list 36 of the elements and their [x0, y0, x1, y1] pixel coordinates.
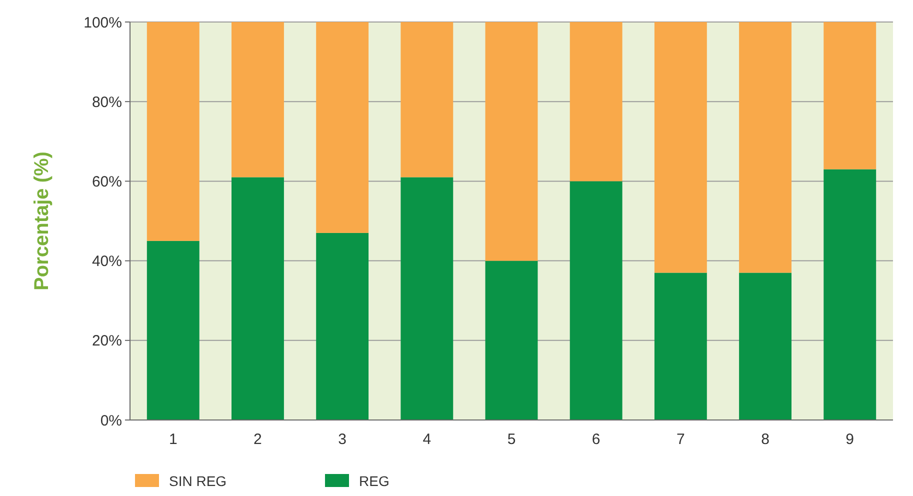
bar: [146, 240, 200, 420]
bar: [146, 22, 200, 241]
bar: [316, 232, 369, 420]
y-tick-label: 60%: [92, 173, 122, 190]
bar: [485, 22, 538, 261]
x-tick-label: 1: [168, 431, 178, 448]
y-axis-title: Porcentaje (%): [31, 152, 53, 290]
bar: [485, 260, 538, 420]
bar: [739, 22, 792, 273]
x-tick-label: 8: [761, 431, 770, 448]
y-tick-label: 100%: [84, 14, 122, 32]
bar: [570, 181, 622, 420]
bar: [316, 22, 369, 233]
bar: [654, 22, 707, 273]
y-tick-label: 80%: [92, 94, 122, 111]
y-tick-label: 20%: [92, 332, 122, 350]
x-tick-label: 4: [422, 431, 432, 448]
bar: [232, 22, 284, 178]
legend-label: REG: [359, 473, 390, 490]
bar: [739, 272, 792, 420]
x-tick-label: 9: [846, 431, 854, 448]
bar: [824, 169, 876, 420]
legend-label: SIN REG: [169, 473, 227, 490]
x-tick-label: 7: [676, 431, 685, 448]
x-tick-label: 3: [338, 431, 346, 448]
x-tick-label: 5: [507, 431, 516, 448]
x-tick-label: 6: [592, 431, 600, 448]
y-tick-label: 40%: [92, 253, 122, 270]
bar: [400, 22, 454, 178]
bar: [824, 22, 876, 170]
y-tick-label: 0%: [100, 412, 122, 430]
bar: [654, 272, 707, 420]
bar: [570, 22, 622, 182]
bar: [400, 177, 454, 420]
bar: [232, 177, 284, 420]
x-tick-label: 2: [254, 431, 262, 448]
